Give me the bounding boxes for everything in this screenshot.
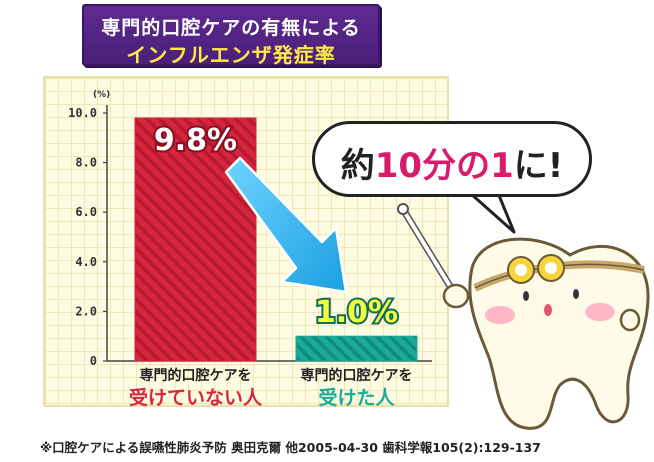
callout-suffix: に! (513, 146, 564, 186)
value-labels: 9.8% 1.0% (152, 121, 400, 332)
title-line-2: インフルエンザ発症率 (126, 43, 336, 67)
value-label: 1.0% (315, 295, 398, 330)
y-tick-label: 0 (90, 354, 97, 368)
callout-highlight: 10分の1 (374, 146, 514, 186)
bars-group (134, 117, 418, 362)
y-tick-label: 8.0 (75, 156, 97, 170)
source-footnote: ※口腔ケアによる誤嚥性肺炎予防 奥田克爾 他2005-04-30 歯科学報105… (40, 440, 541, 455)
y-axis-unit: (%) (93, 90, 110, 100)
speech-bubble: 約10分の1に! (312, 121, 592, 197)
callout-prefix: 約 (340, 146, 375, 186)
arrow-shape (224, 156, 348, 294)
decrease-arrow (224, 156, 348, 294)
bar (134, 117, 257, 362)
bar (295, 335, 418, 362)
y-tick-label: 6.0 (75, 205, 97, 219)
category-label-line2: 受けた人 (318, 386, 395, 409)
callout-text: 約10分の1に! (315, 138, 589, 187)
y-tick-label: 2.0 (75, 304, 97, 318)
callout-tail (468, 191, 516, 234)
tooth-character-icon (397, 203, 650, 430)
category-label-line1: 専門的口腔ケアを (301, 367, 413, 384)
y-tick-label: 10.0 (68, 106, 97, 120)
title-line-1: 専門的口腔ケアの有無による (101, 17, 361, 39)
value-label: 9.8% (154, 123, 237, 158)
category-label-line2: 受けていない人 (129, 386, 263, 409)
title-banner: 専門的口腔ケアの有無による インフルエンザ発症率 (82, 4, 380, 67)
category-label-line1: 専門的口腔ケアを (140, 367, 252, 384)
y-tick-label: 4.0 (75, 255, 97, 269)
